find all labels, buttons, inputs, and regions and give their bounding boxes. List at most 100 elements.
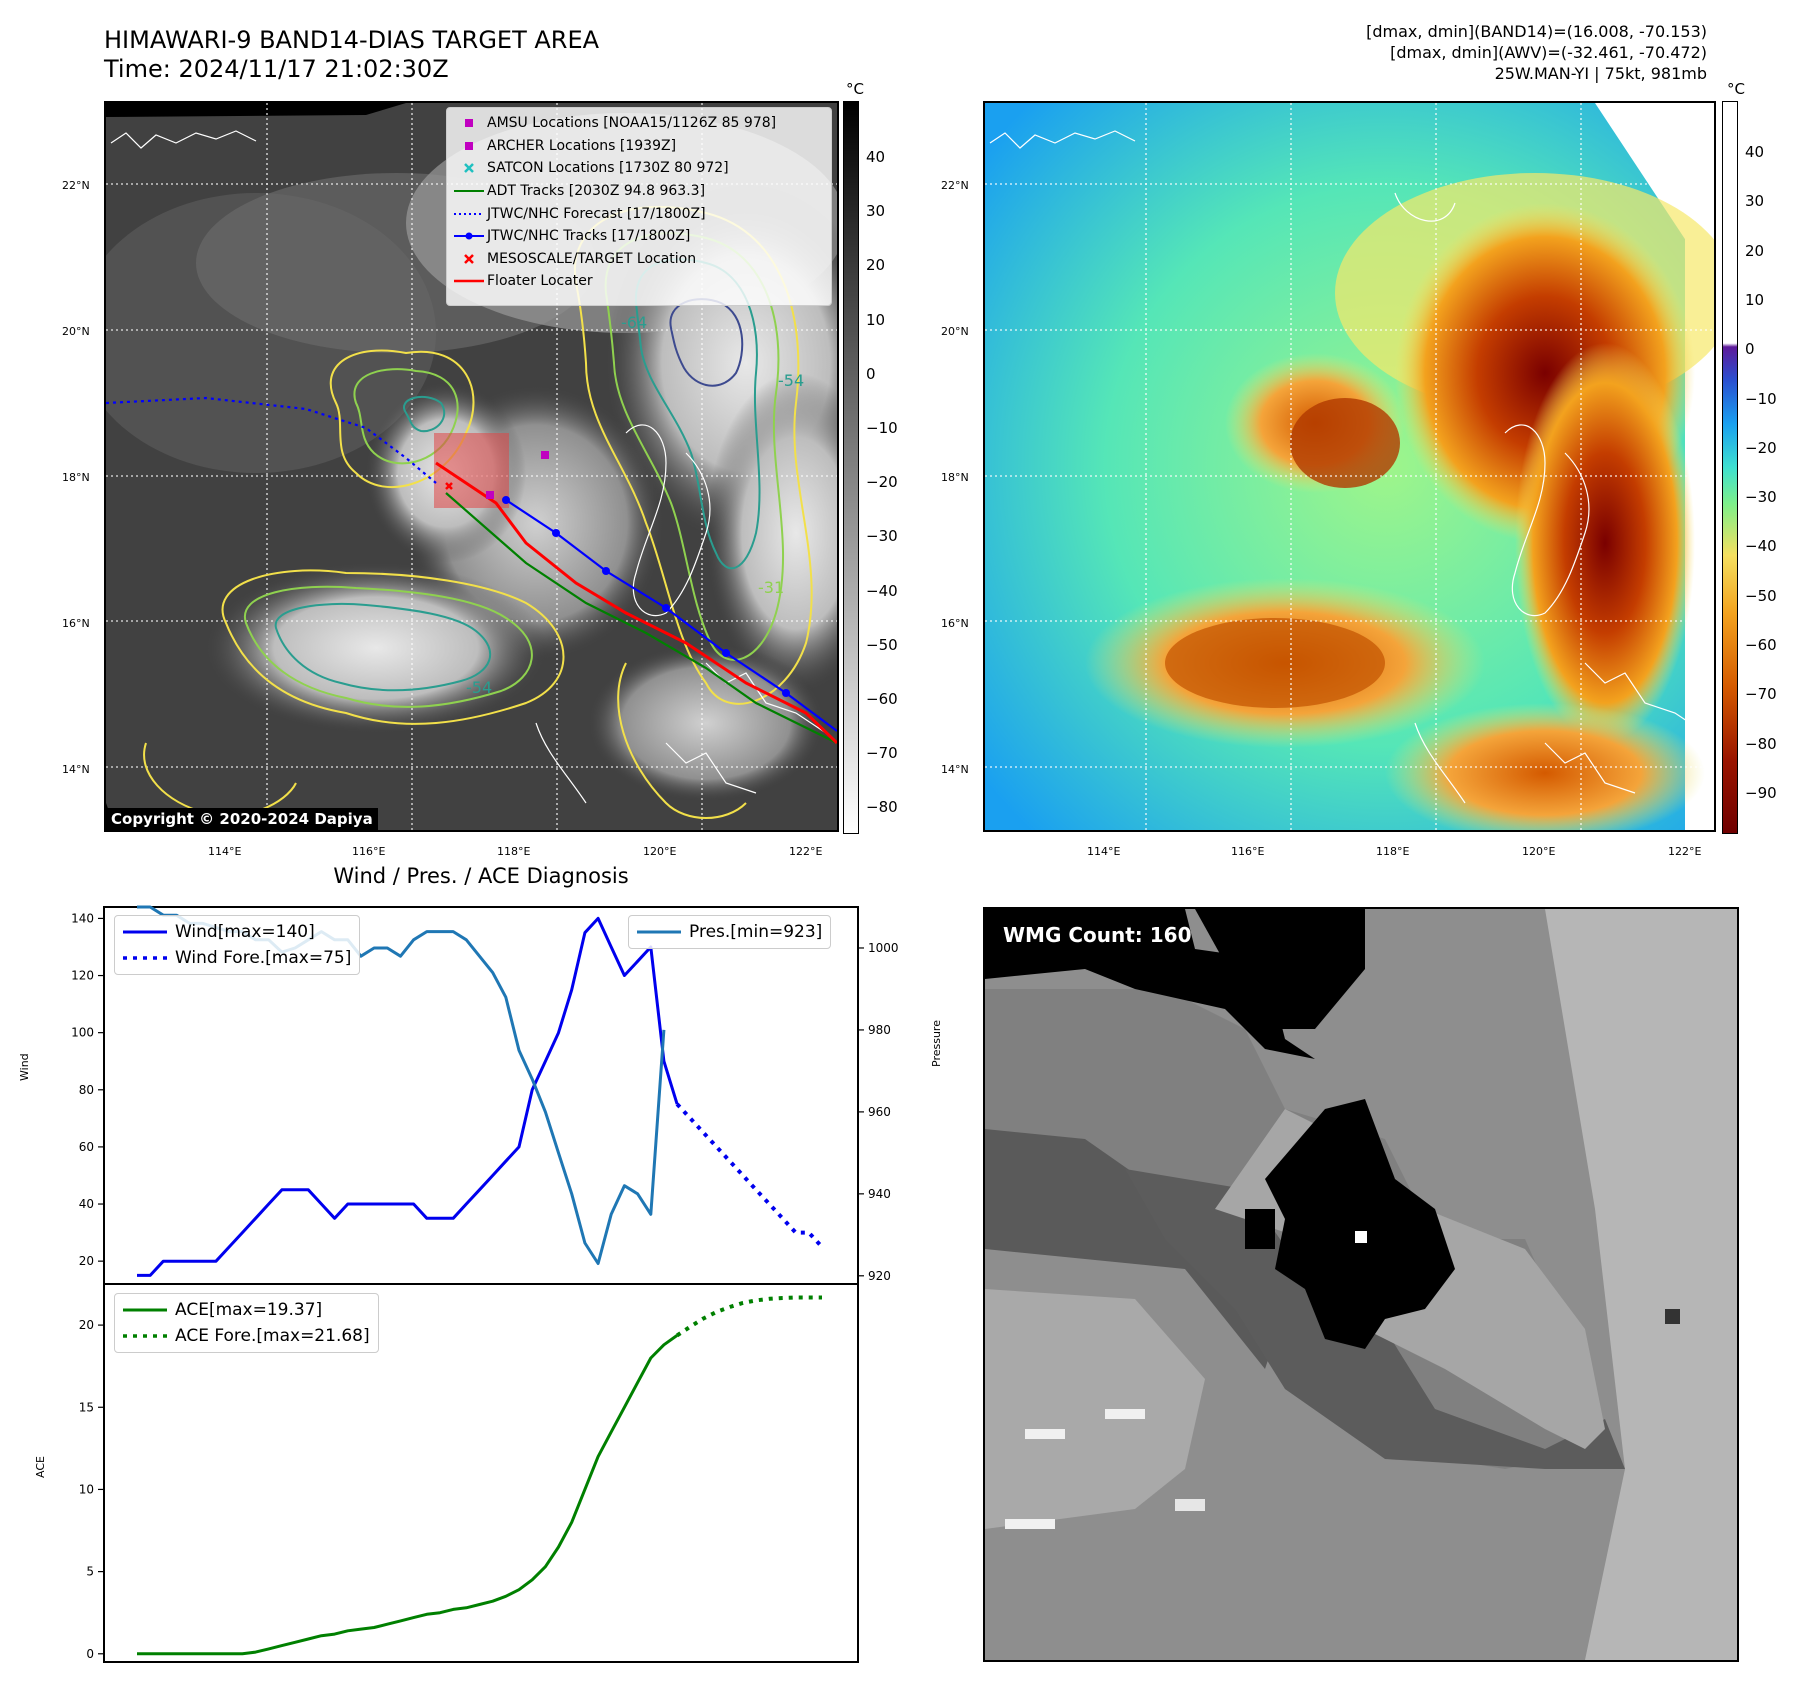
legend-label: JTWC/NHC Forecast [17/1800Z]: [487, 205, 706, 222]
lon-tick-label: 116°E: [1231, 845, 1265, 858]
legend-label: SATCON Locations [1730Z 80 972]: [487, 160, 729, 177]
lat-tick-label: 22°N: [62, 179, 90, 192]
lon-tick-label: 118°E: [1376, 845, 1410, 858]
awv-colorbar-tick: 0: [1745, 340, 1755, 359]
ir-colorbar-unit: °C: [846, 80, 864, 98]
ace-tick: 10: [79, 1482, 94, 1496]
ir-legend: AMSU Locations [NOAA15/1126Z 85 978] ARC…: [446, 107, 832, 306]
lat-tick-label: 16°N: [62, 617, 90, 630]
wind-tick: 80: [79, 1083, 94, 1097]
ir-colorbar-tick: 0: [866, 364, 876, 383]
lat-tick-label: 20°N: [62, 325, 90, 338]
info-storm-id: 25W.MAN-YI | 75kt, 981mb: [1494, 64, 1707, 83]
awv-map-panel: [983, 101, 1716, 832]
jtwc-forecast-track: [106, 396, 437, 484]
awv-colorbar-tick: −10: [1745, 389, 1777, 408]
lat-tick-label: 18°N: [62, 471, 90, 484]
pressure-tick: 1000: [868, 941, 899, 955]
figure-title: HIMAWARI-9 BAND14-DIAS TARGET AREA: [104, 26, 600, 54]
ir-colorbar: [843, 101, 859, 834]
wind-tick: 20: [79, 1254, 94, 1268]
lon-tick-label: 122°E: [789, 845, 823, 858]
legend-label: JTWC/NHC Tracks [17/1800Z]: [487, 228, 691, 245]
wind-tick: 40: [79, 1197, 94, 1211]
ir-map-panel: -64 -54 -54 -31 AMSU Locations [NOAA15/1…: [104, 101, 839, 832]
awv-colorbar: [1722, 101, 1738, 834]
ir-colorbar-tick: 20: [866, 256, 886, 275]
legend-label: ADT Tracks [2030Z 94.8 963.3]: [487, 183, 706, 200]
contour-label: -31: [758, 578, 784, 597]
pressure-tick: 940: [868, 1187, 891, 1201]
lat-tick-label: 20°N: [941, 325, 969, 338]
wind-tick: 60: [79, 1140, 94, 1154]
ir-colorbar-tick: −70: [866, 744, 898, 763]
awv-colorbar-tick: −70: [1745, 685, 1777, 704]
awv-colorbar-tick: −20: [1745, 438, 1777, 457]
wmg-graphic: [985, 909, 1737, 1660]
lon-tick-label: 120°E: [1522, 845, 1556, 858]
ace-tick: 15: [79, 1400, 94, 1414]
contour-label: -64: [621, 313, 647, 332]
ir-colorbar-tick: 10: [866, 310, 886, 329]
lon-tick-label: 114°E: [208, 845, 242, 858]
ace-series-line: [137, 1334, 678, 1656]
legend-label: ARCHER Locations [1939Z]: [487, 137, 677, 154]
pressure-tick: 960: [868, 1105, 891, 1119]
awv-colorbar-tick: 30: [1745, 192, 1765, 211]
ir-colorbar-tick: 30: [866, 202, 886, 221]
lon-tick-label: 116°E: [352, 845, 386, 858]
wind-forecast-line: [675, 1102, 824, 1249]
awv-colorbar-tick: −30: [1745, 488, 1777, 507]
target-marker: [445, 482, 453, 490]
ace-forecast-legend-label: ACE Fore.[max=21.68]: [175, 1326, 370, 1346]
ace-tick: 20: [79, 1318, 94, 1332]
floater-track: [435, 461, 837, 745]
lon-tick-label: 120°E: [643, 845, 677, 858]
ir-colorbar-tick: −40: [866, 581, 898, 600]
lon-tick-label: 122°E: [1668, 845, 1702, 858]
lon-tick-label: 114°E: [1087, 845, 1121, 858]
awv-colorbar-tick: −50: [1745, 586, 1777, 605]
ace-tick: 5: [86, 1565, 94, 1579]
awv-colorbar-tick: −40: [1745, 537, 1777, 556]
amsu-marker: [541, 451, 549, 459]
ace-tick: 0: [86, 1647, 94, 1661]
awv-colorbar-unit: °C: [1727, 80, 1745, 98]
archer-marker: [486, 491, 494, 499]
lat-tick-label: 14°N: [62, 763, 90, 776]
info-band14-range: [dmax, dmin](BAND14)=(16.008, -70.153): [1366, 22, 1707, 41]
wmg-panel: WMG Count: 160: [983, 907, 1739, 1662]
lat-tick-label: 22°N: [941, 179, 969, 192]
copyright-label: Copyright © 2020-2024 Dapiya: [106, 808, 378, 830]
wind-legend: Wind[max=140] Wind Fore.[max=75]: [114, 915, 361, 975]
pressure-legend-label: Pres.[min=923]: [689, 922, 823, 942]
awv-colorbar-tick: −90: [1745, 783, 1777, 802]
awv-colorbar-tick: −60: [1745, 636, 1777, 654]
wind-tick: 120: [71, 969, 94, 983]
wmg-count-label: WMG Count: 160: [1003, 923, 1192, 947]
ace-legend: ACE[max=19.37] ACE Fore.[max=21.68]: [114, 1293, 379, 1353]
legend-label: Floater Locater: [487, 273, 593, 290]
ir-colorbar-tick: −10: [866, 419, 898, 437]
legend-label: MESOSCALE/TARGET Location: [487, 250, 697, 267]
ir-colorbar-tick: −30: [866, 527, 898, 546]
contour-label: -54: [466, 678, 492, 697]
ace-forecast-line: [675, 1295, 822, 1338]
ir-colorbar-tick: −60: [866, 690, 898, 708]
lon-tick-label: 118°E: [497, 845, 531, 858]
awv-colorbar-tick: −80: [1745, 734, 1777, 753]
adt-track: [445, 492, 837, 744]
ace-legend-label: ACE[max=19.37]: [175, 1300, 323, 1320]
lat-tick-label: 16°N: [941, 617, 969, 630]
lat-tick-label: 18°N: [941, 471, 969, 484]
figure-time: Time: 2024/11/17 21:02:30Z: [104, 55, 449, 83]
diagnosis-title: Wind / Pres. / ACE Diagnosis: [333, 864, 629, 888]
ir-colorbar-tick: −50: [866, 635, 898, 654]
ir-colorbar-tick: 40: [866, 148, 886, 166]
contour-label: -54: [778, 371, 804, 390]
awv-colorbar-tick: 40: [1745, 143, 1765, 161]
wind-series-line: [137, 916, 679, 1277]
awv-colorbar-tick: 10: [1745, 290, 1765, 309]
wind-tick: 140: [71, 911, 94, 925]
